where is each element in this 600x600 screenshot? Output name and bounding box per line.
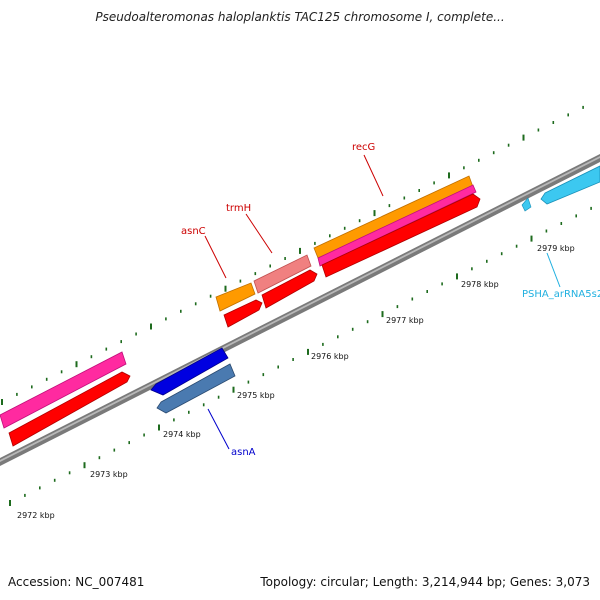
gene-red-recg[interactable]	[321, 193, 481, 278]
gene-pink-left[interactable]	[0, 351, 127, 429]
ruler-ticks-lower	[9, 206, 592, 506]
gene-label-asnc[interactable]: asnC	[181, 226, 206, 237]
map-title: Pseudoalteromonas haloplanktis TAC125 ch…	[95, 10, 505, 24]
gene-label-psha-arrna5s2[interactable]: PSHA_arRNA5s2	[522, 289, 600, 300]
gene-orange-asnc[interactable]	[215, 282, 256, 312]
ruler-label-2979: 2979 kbp	[537, 244, 575, 253]
gene-pink-recg[interactable]	[317, 184, 477, 267]
ruler-label-2975: 2975 kbp	[237, 391, 275, 400]
ruler-label-2973: 2973 kbp	[90, 470, 128, 479]
ruler-label-2976: 2976 kbp	[311, 352, 349, 361]
gene-label-asna[interactable]: asnA	[231, 447, 256, 458]
ruler-label-2978: 2978 kbp	[461, 280, 499, 289]
ruler-label-2974: 2974 kbp	[163, 430, 201, 439]
gene-salmon-trmh[interactable]	[253, 254, 312, 294]
ruler-label-2977: 2977 kbp	[386, 316, 424, 325]
topology-text: Topology: circular; Length: 3,214,944 bp…	[260, 575, 590, 589]
gene-steelblue-asna[interactable]	[156, 363, 236, 414]
gene-cyan-right[interactable]	[540, 165, 600, 205]
gene-label-recg[interactable]: recG	[352, 142, 375, 153]
ruler-label-2972: 2972 kbp	[17, 511, 55, 520]
gene-label-trmh[interactable]: trmH	[226, 203, 251, 214]
gene-red-trmh[interactable]	[261, 269, 318, 309]
gene-blue-asna[interactable]	[150, 347, 229, 396]
accession-text: Accession: NC_007481	[8, 575, 145, 589]
ruler-ticks-upper	[1, 105, 584, 405]
gene-red-asnc[interactable]	[223, 299, 263, 328]
chromosome-backbone	[0, 154, 600, 466]
gene-cyan-small[interactable]	[521, 197, 532, 212]
ruler-labels: 2972 kbp 2973 kbp 2974 kbp 2975 kbp 2976…	[17, 244, 575, 520]
gene-callouts	[204, 154, 561, 450]
gene-red-left[interactable]	[8, 371, 131, 447]
